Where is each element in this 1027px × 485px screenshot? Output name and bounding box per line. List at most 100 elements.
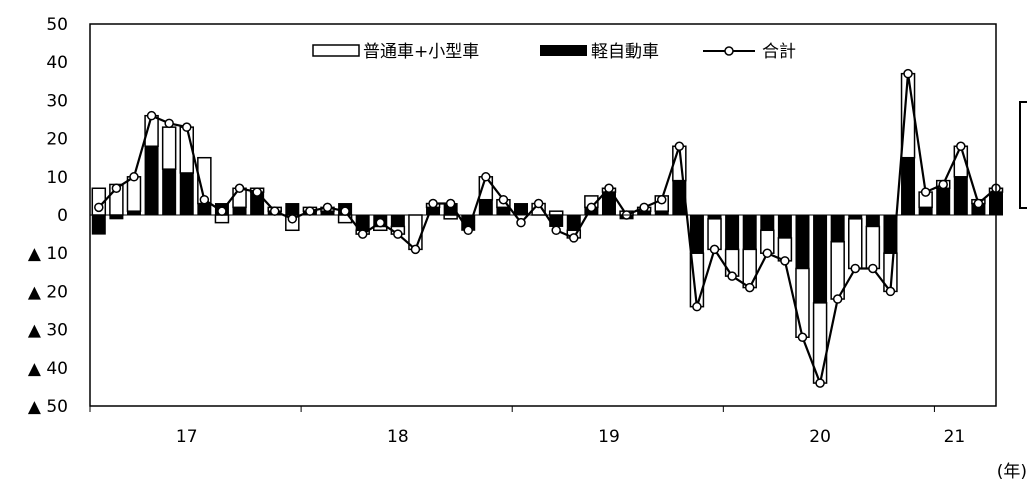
total-point <box>973 198 984 209</box>
bar-regular-small <box>865 225 881 270</box>
bar-kei <box>865 214 880 227</box>
total-point <box>498 194 509 205</box>
bar-regular-small <box>795 267 810 338</box>
total-point <box>956 141 966 151</box>
x-axis-ticks <box>89 406 935 412</box>
bar-kei <box>197 203 212 216</box>
total-point <box>656 194 667 205</box>
bar-kei <box>390 214 405 227</box>
bar-kei <box>514 203 529 216</box>
total-point <box>868 263 878 274</box>
total-point <box>604 183 614 194</box>
y-tick-label: 10 <box>46 168 68 188</box>
total-point <box>639 202 649 213</box>
total-point <box>111 183 122 194</box>
total-point <box>322 202 333 213</box>
total-point <box>885 286 896 297</box>
total-point <box>340 206 350 216</box>
bar-kei <box>232 206 247 216</box>
total-point <box>234 183 245 194</box>
bar-kei <box>126 210 141 216</box>
legend-swatch-black <box>540 45 587 56</box>
bar-regular-small <box>548 210 564 216</box>
total-point <box>569 233 579 243</box>
total-point <box>182 122 192 132</box>
total-point <box>410 244 421 255</box>
total-point <box>252 187 262 197</box>
total-line <box>94 68 1001 388</box>
legend-swatch-white <box>312 44 360 57</box>
bar-kei <box>162 168 177 216</box>
bar-regular-small <box>161 126 177 170</box>
total-point <box>199 194 210 205</box>
total-point <box>780 256 790 266</box>
x-tick-label: 20 <box>809 427 831 447</box>
legend-label-kei: 軽自動車 <box>591 42 659 62</box>
legend: 普通車+小型車 軽自動車 合計 <box>312 42 796 62</box>
y-tick-label: 20 <box>46 130 68 150</box>
bar-kei <box>953 176 968 216</box>
y-tick-label: ▲ 50 <box>28 397 68 417</box>
bar-kei <box>707 214 722 220</box>
bar-kei <box>144 145 159 216</box>
x-tick-label: 21 <box>944 427 966 447</box>
total-point <box>586 202 597 213</box>
bar-kei <box>179 172 194 216</box>
bar-regular-small <box>443 214 458 220</box>
bar-regular-small <box>126 176 142 212</box>
total-point <box>850 263 861 274</box>
total-point <box>463 225 473 236</box>
total-point <box>744 282 755 293</box>
x-axis-labels: 17 18 19 20 21 <box>176 427 965 447</box>
total-point <box>551 225 561 236</box>
total-point <box>832 294 843 304</box>
y-tick-label: ▲ 20 <box>28 282 68 302</box>
bar-kei <box>918 206 933 216</box>
x-tick-label: 19 <box>598 427 620 447</box>
total-point <box>533 198 544 209</box>
bar-regular-small <box>742 248 757 289</box>
y-tick-label: ▲ 10 <box>28 244 68 264</box>
bar-regular-small <box>848 218 863 270</box>
bar-kei <box>777 214 792 239</box>
bars <box>91 72 1004 384</box>
bar-kei <box>496 206 511 216</box>
total-point <box>393 229 403 239</box>
total-point <box>903 68 913 79</box>
total-point <box>709 244 720 255</box>
total-point <box>797 332 808 342</box>
total-point <box>762 248 773 258</box>
bar-kei <box>478 199 493 216</box>
total-point <box>164 118 174 129</box>
total-point <box>428 198 438 209</box>
x-axis-title: (年) <box>997 462 1027 482</box>
bar-kei <box>285 203 300 216</box>
legend-label-total: 合計 <box>762 42 796 62</box>
total-point <box>727 271 737 281</box>
total-point <box>146 110 157 121</box>
bar-kei <box>91 214 106 235</box>
total-point <box>129 172 139 182</box>
bar-kei <box>654 210 669 216</box>
bar-kei <box>795 214 810 269</box>
total-point <box>920 187 931 197</box>
y-axis-labels: 50 40 30 20 10 0 ▲ 10 ▲ 20 ▲ 30 ▲ 40 ▲ 50 <box>28 15 68 417</box>
total-point <box>269 206 280 216</box>
total-point <box>481 172 491 182</box>
legend-marker <box>724 46 734 56</box>
y-tick-label: 0 <box>57 206 68 226</box>
total-point <box>94 202 104 213</box>
total-point <box>445 198 456 209</box>
y-tick-label: ▲ 40 <box>28 359 68 379</box>
total-point <box>674 141 685 151</box>
total-point <box>287 214 298 224</box>
total-point <box>305 206 315 216</box>
bar-kei <box>848 214 863 220</box>
bar-kei <box>830 214 845 243</box>
total-point <box>692 301 702 312</box>
total-point <box>357 229 368 239</box>
bar-kei <box>813 214 828 304</box>
bar-kei <box>760 214 775 231</box>
bar-kei <box>742 214 757 250</box>
